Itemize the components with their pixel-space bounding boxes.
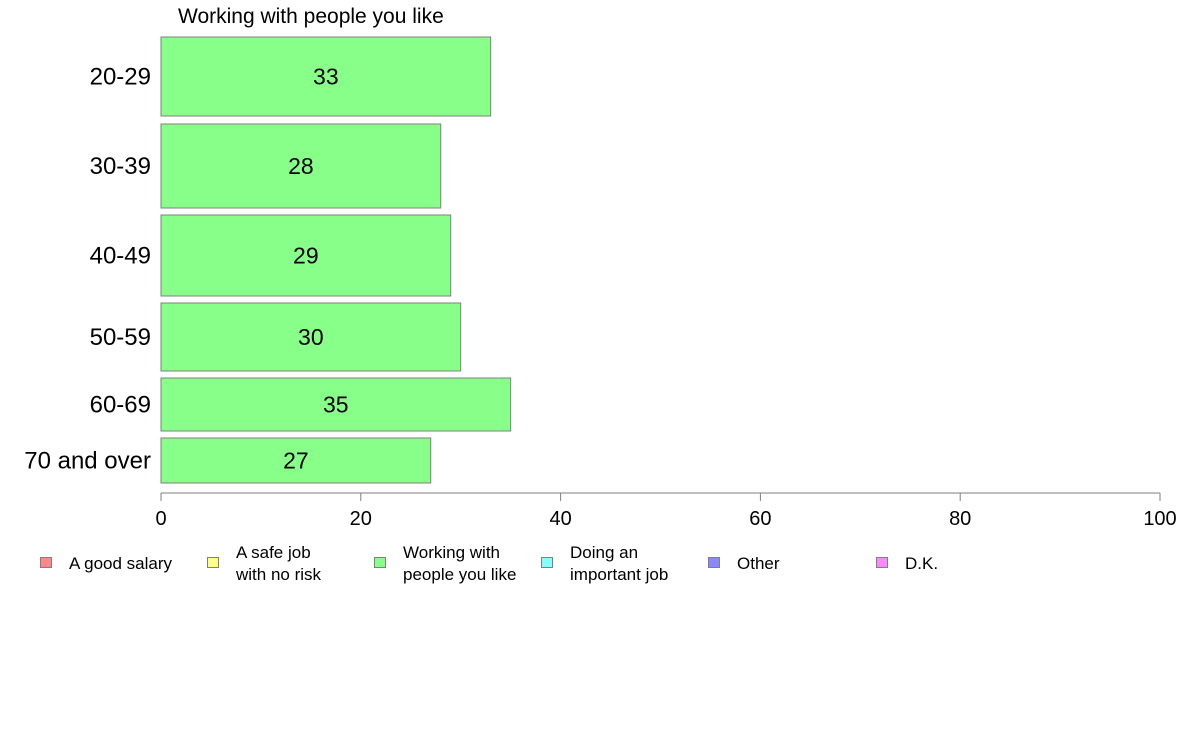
chart-title: Working with people you like	[178, 5, 444, 28]
bar	[160, 302, 462, 372]
x-tick-label: 20	[350, 508, 372, 530]
chart-legend: A good salary A safe job with no risk Work…	[0, 540, 1188, 590]
legend-swatch	[876, 557, 888, 568]
bar	[160, 123, 442, 209]
bar	[160, 214, 452, 297]
legend-swatch	[207, 557, 219, 568]
legend-swatch	[708, 557, 720, 568]
legend-swatch	[541, 557, 553, 568]
legend-label: Other	[737, 554, 780, 573]
category-label: 20-29	[90, 64, 151, 91]
category-label: 70 and over	[24, 448, 151, 475]
legend-swatch	[374, 557, 386, 568]
legend-label: Working with people you like	[403, 543, 517, 584]
category-label: 50-59	[90, 324, 151, 351]
bar	[160, 437, 432, 484]
legend-swatch	[40, 557, 52, 568]
bar-value-label: 27	[283, 448, 309, 474]
bar-value-label: 35	[323, 392, 349, 418]
legend-label: A good salary	[69, 554, 173, 573]
bar-chart: 33 20-29 28 30-39 29 40-49 30 50-59 35 60-69 27 70 …	[24, 36, 1177, 530]
category-label: 30-39	[90, 153, 151, 180]
bar-value-label: 28	[288, 153, 314, 179]
x-tick-label: 40	[549, 508, 571, 530]
bar-value-label: 29	[293, 243, 319, 269]
x-tick-label: 60	[749, 508, 771, 530]
category-label: 40-49	[90, 243, 151, 270]
legend-label: Doing an important job	[570, 543, 669, 584]
legend-label: A safe job with no risk	[236, 543, 322, 584]
x-tick-label: 0	[155, 508, 166, 530]
legend-label: D.K.	[905, 554, 939, 573]
x-tick-label: 80	[949, 508, 971, 530]
category-label: 60-69	[90, 392, 151, 419]
bar-value-label: 30	[298, 324, 324, 350]
bar	[160, 36, 492, 117]
x-tick-label: 100	[1143, 508, 1176, 530]
bar	[160, 377, 512, 432]
bar-value-label: 33	[313, 64, 339, 90]
